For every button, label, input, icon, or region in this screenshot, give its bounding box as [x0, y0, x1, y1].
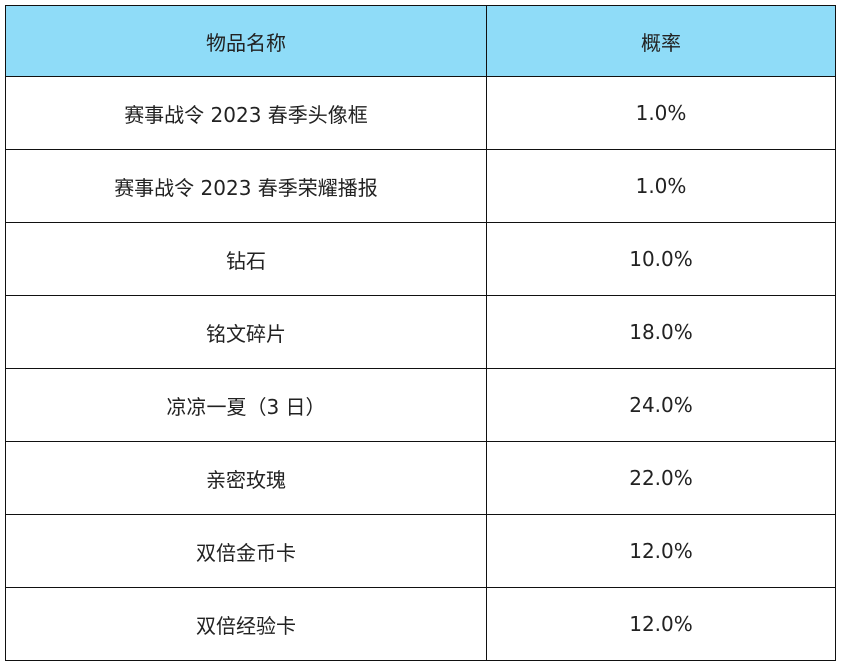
probability-cell: 12.0% [486, 514, 836, 588]
item-name-cell: 赛事战令 2023 春季头像框 [5, 76, 487, 150]
item-name-cell: 赛事战令 2023 春季荣耀播报 [5, 149, 487, 223]
probability-cell: 1.0% [486, 149, 836, 223]
item-name-cell: 亲密玫瑰 [5, 441, 487, 515]
table-row: 双倍经验卡 12.0% [5, 587, 836, 661]
item-name-cell: 凉凉一夏（3 日） [5, 368, 487, 442]
table-header-row: 物品名称 概率 [5, 5, 836, 77]
header-probability: 概率 [486, 5, 836, 77]
table-row: 钻石 10.0% [5, 222, 836, 296]
table-row: 赛事战令 2023 春季荣耀播报 1.0% [5, 149, 836, 223]
header-item-name: 物品名称 [5, 5, 487, 77]
probability-cell: 18.0% [486, 295, 836, 369]
table-row: 铭文碎片 18.0% [5, 295, 836, 369]
item-name-cell: 铭文碎片 [5, 295, 487, 369]
probability-cell: 24.0% [486, 368, 836, 442]
item-name-cell: 双倍金币卡 [5, 514, 487, 588]
probability-cell: 12.0% [486, 587, 836, 661]
table-row: 凉凉一夏（3 日） 24.0% [5, 368, 836, 442]
probability-table-container: 物品名称 概率 赛事战令 2023 春季头像框 1.0% 赛事战令 2023 春… [5, 5, 836, 661]
probability-cell: 22.0% [486, 441, 836, 515]
probability-table: 物品名称 概率 赛事战令 2023 春季头像框 1.0% 赛事战令 2023 春… [5, 5, 836, 661]
table-row: 亲密玫瑰 22.0% [5, 441, 836, 515]
table-row: 赛事战令 2023 春季头像框 1.0% [5, 76, 836, 150]
probability-cell: 10.0% [486, 222, 836, 296]
table-row: 双倍金币卡 12.0% [5, 514, 836, 588]
probability-cell: 1.0% [486, 76, 836, 150]
item-name-cell: 钻石 [5, 222, 487, 296]
item-name-cell: 双倍经验卡 [5, 587, 487, 661]
